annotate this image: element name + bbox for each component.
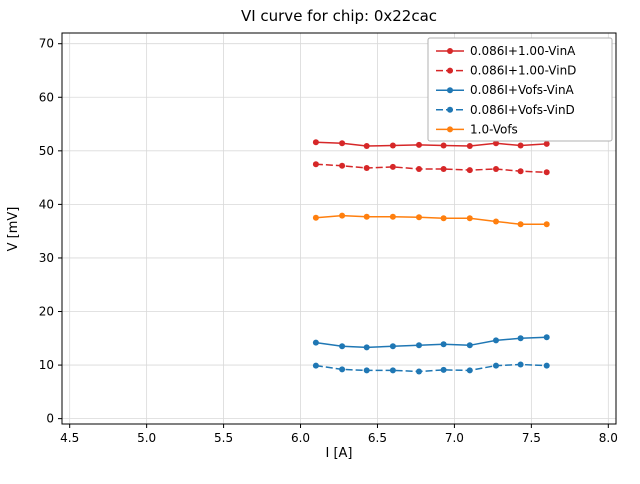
data-point-marker (389, 343, 396, 350)
data-point-marker (339, 140, 346, 147)
legend-marker-sample (447, 126, 453, 133)
legend-label: 1.0-Vofs (470, 122, 518, 136)
data-point-marker (312, 139, 319, 146)
y-tick-label: 40 (39, 197, 54, 211)
data-point-marker (493, 166, 499, 172)
y-tick-label: 0 (46, 412, 54, 426)
legend-box (427, 37, 613, 142)
data-point-marker (517, 142, 524, 149)
series-line-0.086I+Vofs-VinA (315, 336, 547, 349)
x-axis-label: I [A] (325, 446, 352, 461)
y-tick-label: 20 (39, 305, 54, 319)
data-point-marker (493, 337, 499, 344)
data-point-marker (517, 361, 524, 368)
series-line-0.086I+1.00-VinD (315, 163, 547, 174)
data-point-marker (493, 218, 499, 225)
y-tick-label: 50 (39, 144, 54, 158)
x-tick-label: 5.5 (214, 431, 233, 445)
data-point-marker (416, 342, 422, 349)
data-point-marker (312, 362, 319, 369)
data-point-marker (493, 140, 499, 147)
series-line-0.086I+Vofs-VinD (315, 363, 547, 373)
y-tick-label: 60 (39, 90, 54, 104)
data-point-marker (517, 221, 524, 228)
data-point-marker (543, 140, 550, 147)
x-tick-label: 4.5 (60, 431, 79, 445)
chart-dynamic-layer: 4.5 5.0 5.5 6.0 6.5 7.0 7.5 8.0 0 10 20 30 40 50 60 70 0… (39, 32, 618, 445)
legend-marker-sample (447, 48, 453, 54)
data-point-marker (466, 215, 473, 222)
data-point-marker (339, 162, 346, 169)
data-point-marker (543, 362, 550, 369)
data-point-marker (363, 344, 370, 351)
legend-label: 0.086I+1.00-VinA (470, 44, 576, 58)
data-point-marker (440, 142, 447, 149)
data-point-marker (440, 166, 447, 172)
data-point-marker (312, 214, 319, 221)
series-line-0.086I+1.00-VinA (315, 141, 547, 147)
data-point-marker (363, 143, 370, 149)
data-point-marker (416, 214, 422, 221)
y-tick-label: 10 (39, 358, 54, 372)
data-point-marker (339, 366, 346, 373)
data-point-marker (416, 368, 422, 375)
data-point-marker (543, 221, 550, 228)
legend-marker-sample (447, 87, 453, 94)
data-point-marker (493, 362, 499, 369)
chart-title: VI curve for chip: 0x22cac (241, 7, 437, 25)
data-point-marker (389, 213, 396, 220)
data-point-marker (517, 168, 524, 175)
data-point-marker (389, 163, 396, 170)
data-point-marker (416, 166, 422, 172)
x-tick-label: 8.0 (599, 431, 618, 445)
y-tick-label: 30 (39, 251, 54, 265)
y-axis-label: V [mV] (6, 207, 21, 252)
x-tick-label: 6.5 (368, 431, 387, 445)
data-point-marker (440, 341, 447, 348)
data-point-marker (466, 143, 473, 149)
legend-label: 0.086I+Vofs-VinA (470, 83, 575, 97)
data-point-marker (466, 367, 473, 374)
data-point-marker (466, 342, 473, 349)
data-point-marker (363, 213, 370, 220)
axes-frame (61, 32, 617, 425)
data-point-marker (389, 142, 396, 149)
data-point-marker (440, 215, 447, 222)
x-tick-label: 7.5 (522, 431, 541, 445)
legend-label: 0.086I+Vofs-VinD (470, 103, 575, 117)
legend-label: 0.086I+1.00-VinD (470, 64, 576, 78)
data-point-marker (389, 367, 396, 374)
data-point-marker (543, 334, 550, 341)
data-point-marker (312, 339, 319, 346)
legend-marker-sample (447, 67, 453, 74)
legend-marker-sample (447, 106, 453, 113)
y-tick-label: 70 (39, 37, 54, 51)
data-point-marker (363, 165, 370, 171)
x-tick-label: 5.0 (137, 431, 156, 445)
data-point-marker (440, 366, 447, 373)
series-line-1.0-Vofs (315, 214, 547, 225)
data-point-marker (339, 212, 346, 219)
data-point-marker (363, 367, 370, 374)
data-point-marker (543, 169, 550, 176)
data-point-marker (416, 141, 422, 148)
data-point-marker (517, 335, 524, 342)
data-point-marker (312, 161, 319, 168)
data-point-marker (466, 167, 473, 174)
x-tick-label: 6.0 (291, 431, 310, 445)
x-tick-label: 7.0 (445, 431, 464, 445)
data-point-marker (339, 343, 346, 350)
